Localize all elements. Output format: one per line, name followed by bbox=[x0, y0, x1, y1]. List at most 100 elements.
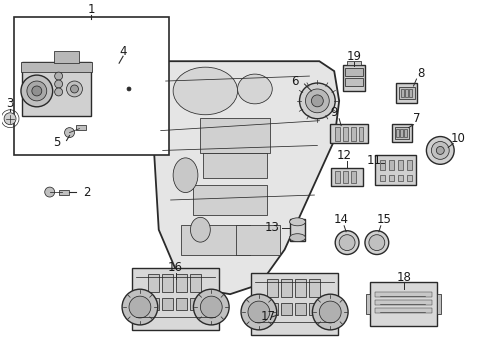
Bar bbox=[267, 303, 278, 315]
Circle shape bbox=[435, 147, 443, 154]
Text: 15: 15 bbox=[376, 213, 390, 226]
Circle shape bbox=[32, 86, 41, 96]
Bar bbox=[388, 160, 393, 170]
Bar bbox=[369, 282, 436, 327]
Text: 2: 2 bbox=[82, 185, 90, 199]
Polygon shape bbox=[152, 61, 339, 294]
Bar bbox=[345, 78, 362, 86]
Text: 1: 1 bbox=[87, 3, 95, 16]
Bar bbox=[203, 153, 267, 178]
Ellipse shape bbox=[173, 158, 198, 193]
Bar bbox=[189, 298, 201, 310]
Bar bbox=[250, 273, 338, 335]
Ellipse shape bbox=[190, 217, 210, 242]
Circle shape bbox=[21, 75, 53, 107]
Bar bbox=[176, 274, 186, 292]
Bar bbox=[162, 274, 173, 292]
Bar bbox=[22, 62, 91, 116]
Polygon shape bbox=[91, 36, 156, 121]
Text: 11: 11 bbox=[366, 154, 381, 167]
Bar bbox=[334, 127, 339, 140]
Bar bbox=[391, 124, 411, 141]
Circle shape bbox=[364, 231, 388, 255]
Text: 7: 7 bbox=[412, 112, 419, 125]
Text: 12: 12 bbox=[336, 149, 351, 162]
Circle shape bbox=[305, 89, 328, 113]
Bar bbox=[21, 62, 92, 72]
Bar bbox=[329, 124, 367, 144]
Bar bbox=[395, 83, 417, 103]
Bar bbox=[388, 175, 393, 181]
Text: 5: 5 bbox=[53, 136, 60, 149]
Bar bbox=[180, 225, 249, 255]
Bar bbox=[365, 294, 369, 314]
Bar bbox=[189, 274, 201, 292]
Bar bbox=[54, 51, 79, 63]
Bar bbox=[76, 125, 86, 130]
Bar bbox=[380, 160, 385, 170]
Circle shape bbox=[127, 87, 131, 91]
Bar bbox=[374, 156, 416, 185]
Circle shape bbox=[70, 85, 78, 93]
Circle shape bbox=[129, 296, 150, 318]
Bar bbox=[334, 171, 339, 183]
Bar bbox=[193, 185, 267, 215]
Text: 9: 9 bbox=[330, 106, 337, 119]
Text: 19: 19 bbox=[346, 50, 361, 63]
Bar bbox=[281, 303, 291, 315]
Circle shape bbox=[368, 235, 384, 251]
Bar bbox=[294, 279, 305, 297]
Circle shape bbox=[55, 80, 62, 88]
Circle shape bbox=[55, 72, 62, 80]
Circle shape bbox=[430, 141, 448, 159]
Bar bbox=[235, 225, 280, 255]
Circle shape bbox=[122, 289, 158, 325]
Bar bbox=[346, 61, 360, 65]
Circle shape bbox=[247, 301, 269, 323]
Bar bbox=[59, 190, 68, 194]
Text: 14: 14 bbox=[333, 213, 348, 226]
Circle shape bbox=[55, 88, 62, 96]
Bar bbox=[374, 307, 431, 312]
Bar bbox=[176, 298, 186, 310]
Bar bbox=[345, 68, 362, 76]
Bar bbox=[358, 127, 363, 140]
Circle shape bbox=[299, 83, 334, 119]
Bar bbox=[397, 160, 402, 170]
Bar bbox=[374, 292, 431, 297]
Circle shape bbox=[200, 296, 222, 318]
Bar bbox=[342, 171, 347, 183]
Text: 10: 10 bbox=[450, 132, 465, 145]
Circle shape bbox=[319, 301, 341, 323]
Bar bbox=[394, 127, 408, 139]
Bar bbox=[308, 279, 319, 297]
Bar bbox=[148, 274, 159, 292]
Text: 6: 6 bbox=[290, 75, 298, 87]
Bar bbox=[436, 294, 440, 314]
Circle shape bbox=[241, 294, 276, 330]
Bar bbox=[374, 300, 431, 305]
Bar bbox=[289, 219, 305, 240]
Bar bbox=[162, 298, 173, 310]
Bar bbox=[308, 303, 319, 315]
Circle shape bbox=[64, 128, 74, 138]
Bar bbox=[398, 87, 414, 99]
Bar bbox=[399, 129, 402, 136]
Text: 4: 4 bbox=[119, 45, 126, 58]
Bar bbox=[397, 175, 402, 181]
Ellipse shape bbox=[289, 234, 305, 242]
Bar bbox=[400, 89, 403, 97]
Bar bbox=[281, 279, 291, 297]
Circle shape bbox=[312, 294, 347, 330]
Bar bbox=[380, 175, 385, 181]
Ellipse shape bbox=[173, 67, 237, 115]
Bar bbox=[395, 129, 398, 136]
Bar bbox=[408, 89, 411, 97]
Circle shape bbox=[334, 231, 358, 255]
Bar bbox=[14, 17, 168, 156]
Ellipse shape bbox=[237, 74, 272, 104]
Text: 16: 16 bbox=[168, 261, 183, 274]
Bar bbox=[350, 127, 355, 140]
Text: 13: 13 bbox=[264, 221, 279, 234]
Circle shape bbox=[4, 113, 16, 125]
